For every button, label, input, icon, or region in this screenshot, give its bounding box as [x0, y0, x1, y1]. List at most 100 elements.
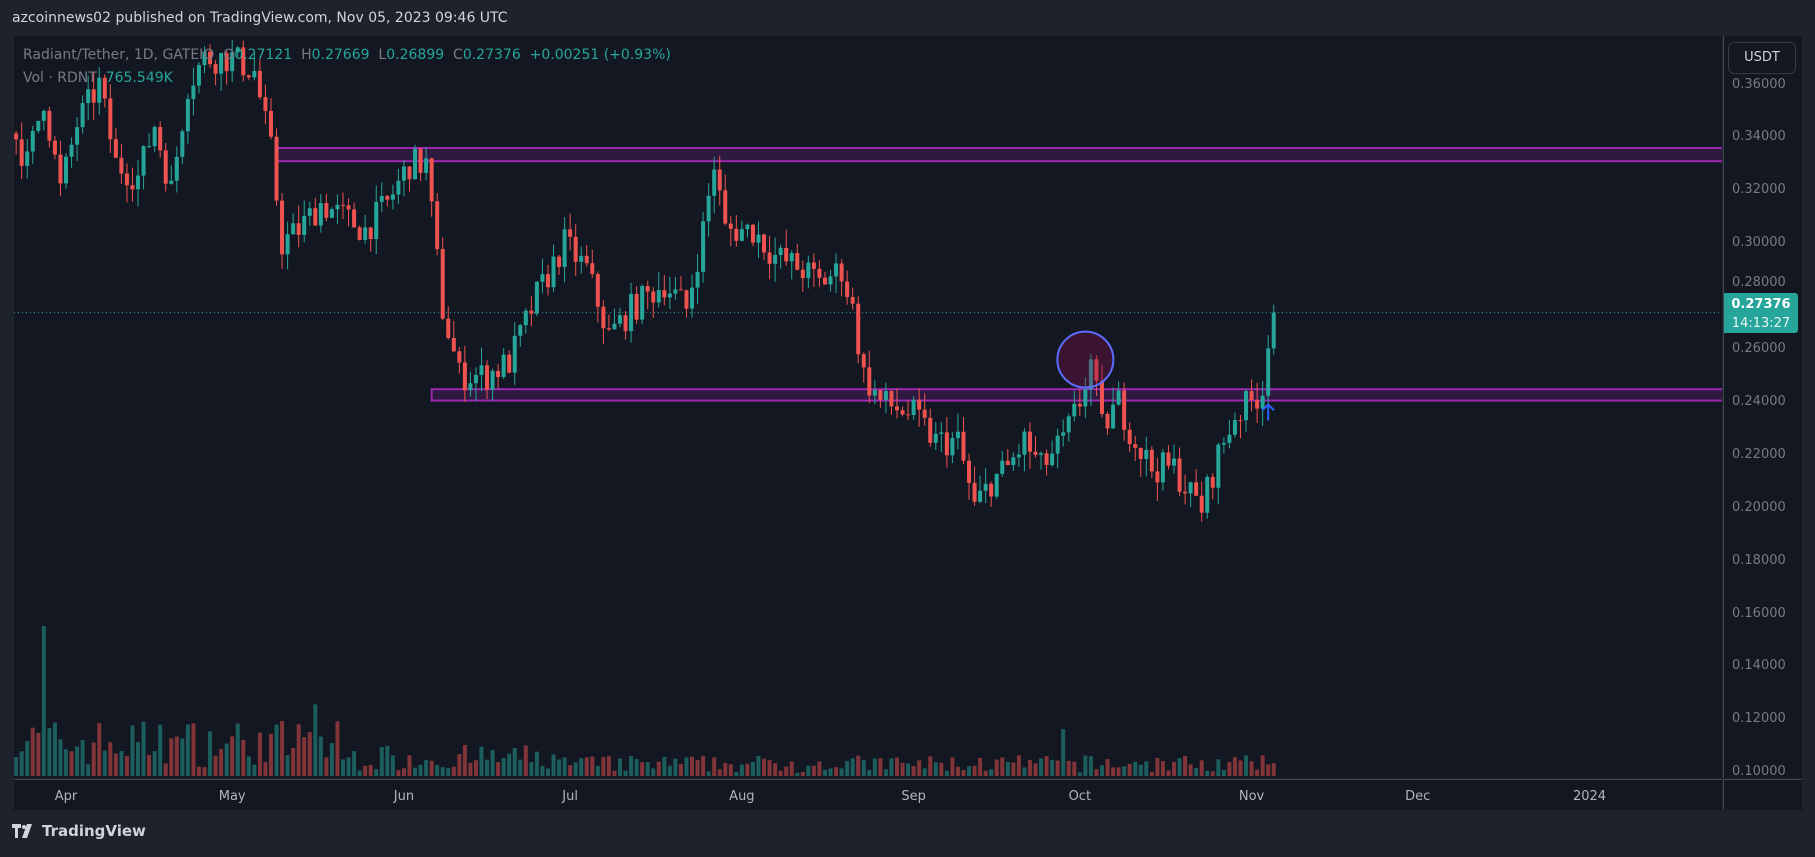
- volume-bar: [341, 759, 345, 776]
- volume-bar: [690, 756, 695, 776]
- candle-body: [822, 277, 827, 285]
- candle-body: [329, 209, 334, 218]
- price-tick: 0.12000: [1732, 711, 1786, 727]
- volume-bar: [512, 747, 517, 776]
- candle-body: [994, 473, 999, 497]
- candle-body: [645, 286, 650, 292]
- candle-body: [950, 438, 955, 456]
- candle-body: [324, 203, 329, 218]
- currency-button[interactable]: USDT: [1728, 42, 1796, 74]
- volume-bar: [1011, 762, 1016, 776]
- candle-body: [191, 85, 196, 99]
- candle-body: [917, 399, 922, 410]
- volume-bar: [656, 761, 661, 776]
- candle-body: [706, 195, 711, 222]
- symbol-name[interactable]: Radiant/Tether, 1D, GATEIO: [23, 47, 215, 63]
- volume-bar: [601, 756, 606, 776]
- volume-bar: [174, 736, 179, 776]
- change-value: +0.00251 (+0.93%): [529, 47, 671, 63]
- last-price: 0.27376: [1731, 296, 1791, 312]
- volume-bar: [640, 762, 645, 776]
- candle-body: [1044, 453, 1049, 466]
- candle-body: [1027, 431, 1032, 452]
- candle-body: [1216, 444, 1221, 488]
- volume-label[interactable]: Vol · RDNT: [23, 70, 97, 86]
- candle-body: [25, 151, 30, 166]
- price-axis[interactable]: 0.36000 0.34000 0.32000 0.30000 0.28000 0.260…: [1723, 36, 1802, 779]
- candle-body: [789, 253, 794, 262]
- candle-body: [246, 75, 251, 78]
- candle-body: [922, 409, 927, 418]
- volume-bar: [568, 765, 573, 776]
- volume-bar: [989, 769, 994, 776]
- candle-body: [773, 255, 778, 264]
- time-tick: Apr: [54, 789, 78, 804]
- candle-body: [883, 391, 888, 400]
- tradingview-logo[interactable]: TradingView: [12, 822, 146, 840]
- candle-body: [756, 234, 761, 243]
- price-tick: 0.24000: [1732, 393, 1786, 409]
- candle-body: [307, 208, 312, 216]
- candle-body: [1249, 391, 1254, 401]
- volume-bar: [778, 770, 783, 776]
- volume-bar: [1039, 758, 1044, 776]
- candle-body: [1061, 432, 1066, 436]
- volume-bar: [584, 757, 589, 776]
- volume-bar: [983, 770, 988, 776]
- candle-body: [363, 227, 368, 240]
- volume-bar: [457, 754, 462, 776]
- candle-body: [1238, 420, 1243, 422]
- close-value: 0.27376: [462, 47, 521, 63]
- volume-bar: [706, 771, 711, 776]
- chart-pane[interactable]: [14, 36, 1722, 778]
- candle-body: [701, 221, 706, 272]
- candle-body: [518, 325, 523, 336]
- volume-bar: [1221, 770, 1226, 776]
- candle-body: [800, 269, 805, 279]
- price-tick: 0.34000: [1732, 129, 1786, 145]
- candle-body: [1016, 454, 1021, 458]
- candle-body: [124, 173, 129, 186]
- volume-bar: [800, 772, 805, 776]
- candle-body: [850, 296, 855, 304]
- candle-body: [1055, 435, 1060, 454]
- candle-body: [573, 236, 578, 262]
- volume-bar: [1205, 770, 1210, 776]
- candle-body: [158, 126, 163, 151]
- candle-body: [446, 318, 451, 339]
- candlestick-chart[interactable]: [14, 36, 1722, 778]
- volume-bar: [1177, 758, 1182, 776]
- candle-body: [545, 274, 550, 288]
- symbol-legend: Radiant/Tether, 1D, GATEIO O0.27121 H0.2…: [23, 44, 671, 90]
- volume-bar: [762, 758, 767, 776]
- volume-bar: [1227, 761, 1232, 776]
- candle-body: [108, 98, 113, 140]
- candle-body: [845, 281, 850, 297]
- candle-body: [152, 126, 157, 147]
- publish-bar: azcoinnews02 published on TradingView.co…: [0, 0, 1815, 35]
- volume-bar: [734, 772, 739, 776]
- volume-bar: [30, 727, 35, 776]
- volume-bar: [208, 731, 213, 776]
- volume-bar: [712, 757, 717, 776]
- volume-bar: [169, 738, 174, 776]
- volume-bar: [673, 758, 678, 776]
- volume-bar: [523, 745, 528, 776]
- volume-bar: [58, 739, 63, 776]
- volume-bar: [318, 736, 323, 776]
- time-axis[interactable]: Apr May Jun Jul Aug Sep Oct Nov Dec 2024: [14, 779, 1722, 810]
- candle-body: [944, 432, 949, 456]
- volume-bar: [136, 742, 141, 776]
- candle-body: [485, 365, 490, 390]
- candle-body: [1122, 390, 1127, 430]
- volume-bar: [950, 757, 955, 776]
- volume-bar: [651, 768, 656, 776]
- candle-body: [1194, 482, 1199, 496]
- volume-bar: [473, 760, 478, 776]
- volume-bar: [263, 761, 268, 776]
- candle-body: [385, 196, 390, 200]
- candle-body: [1033, 451, 1038, 455]
- candle-body: [196, 64, 201, 86]
- candle-body: [418, 148, 423, 173]
- candle-body: [634, 293, 639, 320]
